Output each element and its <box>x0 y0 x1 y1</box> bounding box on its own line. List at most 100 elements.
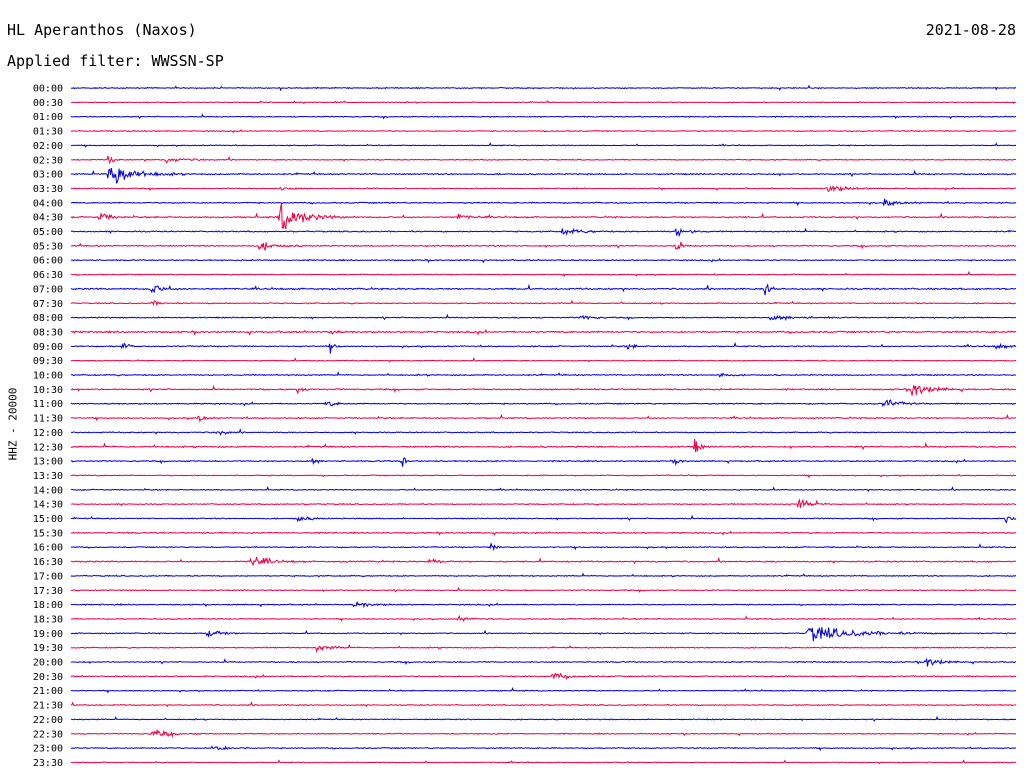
row-time-label: 03:00 <box>33 170 63 181</box>
row-time-label: 21:00 <box>33 686 63 697</box>
seismic-trace-0800 <box>70 313 1017 322</box>
seismic-trace-1530 <box>70 530 1017 536</box>
row-time-label: 15:00 <box>33 514 63 525</box>
row-time-label: 05:30 <box>33 241 63 252</box>
seismic-trace-0000 <box>70 84 1017 92</box>
seismic-trace-0300 <box>70 168 1017 184</box>
seismic-trace-2200 <box>70 715 1017 722</box>
row-time-label: 08:00 <box>33 313 63 324</box>
seismic-trace-1030 <box>70 384 1017 396</box>
seismic-trace-1130 <box>70 413 1017 423</box>
row-time-label: 01:00 <box>33 112 63 123</box>
row-time-label: 18:30 <box>33 614 63 625</box>
row-time-label: 13:00 <box>33 457 63 468</box>
row-time-label: 21:30 <box>33 701 63 712</box>
seismic-trace-0400 <box>70 198 1017 207</box>
row-time-label: 16:30 <box>33 557 63 568</box>
row-time-label: 07:00 <box>33 284 63 295</box>
date-label: 2021-08-28 <box>925 21 1016 39</box>
seismic-trace-1700 <box>70 572 1017 578</box>
row-time-label: 13:30 <box>33 471 63 482</box>
station-title: HL Aperanthos (Naxos) <box>7 21 197 39</box>
seismic-trace-1900 <box>70 626 1017 642</box>
seismic-trace-1630 <box>70 556 1017 567</box>
row-time-label: 17:30 <box>33 586 63 597</box>
row-time-label: 20:30 <box>33 672 63 683</box>
seismic-trace-0500 <box>70 227 1017 238</box>
seismic-trace-1230 <box>70 438 1017 453</box>
row-time-label: 10:00 <box>33 371 63 382</box>
seismic-trace-0700 <box>70 282 1017 296</box>
row-time-label: 02:30 <box>33 155 63 166</box>
seismic-trace-0100 <box>70 113 1017 120</box>
row-time-label: 22:00 <box>33 715 63 726</box>
row-time-label: 12:00 <box>33 428 63 439</box>
row-time-label: 19:30 <box>33 643 63 654</box>
row-time-label: 17:00 <box>33 571 63 582</box>
row-time-label: 08:30 <box>33 327 63 338</box>
seismic-trace-0130 <box>70 129 1017 134</box>
row-time-label: 12:30 <box>33 442 63 453</box>
row-time-label: 23:00 <box>33 744 63 755</box>
row-time-label: 19:00 <box>33 629 63 640</box>
seismic-trace-2300 <box>70 745 1017 752</box>
seismic-trace-1800 <box>70 601 1017 609</box>
row-time-label: 15:30 <box>33 528 63 539</box>
seismic-trace-1100 <box>70 399 1017 408</box>
seismic-trace-0830 <box>70 328 1017 336</box>
seismic-trace-0530 <box>70 241 1017 252</box>
seismic-trace-2130 <box>70 701 1017 708</box>
seismic-trace-1400 <box>70 486 1017 492</box>
seismic-trace-0030 <box>70 100 1017 105</box>
row-time-label: 23:30 <box>33 758 63 769</box>
seismic-trace-0230 <box>70 155 1017 165</box>
seismic-trace-1930 <box>70 643 1017 654</box>
seismic-trace-1730 <box>70 586 1017 594</box>
row-time-label: 09:00 <box>33 342 63 353</box>
seismic-trace-1300 <box>70 457 1017 467</box>
seismic-trace-0630 <box>70 270 1017 278</box>
row-time-label: 14:30 <box>33 500 63 511</box>
row-time-label: 14:00 <box>33 485 63 496</box>
row-time-label: 20:00 <box>33 658 63 669</box>
seismic-trace-0600 <box>70 257 1017 264</box>
row-time-label: 22:30 <box>33 729 63 740</box>
seismic-trace-0200 <box>70 142 1017 148</box>
seismic-trace-1000 <box>70 371 1017 378</box>
row-time-label: 04:00 <box>33 198 63 209</box>
row-time-label: 03:30 <box>33 184 63 195</box>
row-time-label: 05:00 <box>33 227 63 238</box>
row-time-label: 11:30 <box>33 414 63 425</box>
seismic-trace-1500 <box>70 514 1017 524</box>
seismic-trace-1200 <box>70 428 1017 436</box>
row-time-label: 18:00 <box>33 600 63 611</box>
row-time-label: 16:00 <box>33 543 63 554</box>
filter-subtitle: Applied filter: WWSSN-SP <box>7 52 224 70</box>
row-time-label: 00:30 <box>33 98 63 109</box>
seismic-trace-0730 <box>70 299 1017 307</box>
seismic-trace-0330 <box>70 184 1016 193</box>
seismic-trace-0430 <box>70 203 1017 230</box>
row-time-label: 00:00 <box>33 84 63 95</box>
row-time-label: 10:30 <box>33 385 63 396</box>
row-time-label: 04:30 <box>33 213 63 224</box>
seismic-trace-1830 <box>70 614 1017 623</box>
row-time-label: 02:00 <box>33 141 63 152</box>
seismic-trace-2000 <box>70 657 1017 667</box>
row-time-label: 01:30 <box>33 127 63 138</box>
seismic-trace-2100 <box>70 687 1017 694</box>
row-time-label: 11:00 <box>33 399 63 410</box>
seismic-trace-1330 <box>70 473 1017 479</box>
seismic-trace-2230 <box>70 729 1017 738</box>
seismic-trace-1600 <box>70 543 1017 552</box>
seismic-trace-2330 <box>70 759 1017 765</box>
seismic-trace-0930 <box>70 357 1017 363</box>
seismic-trace-1430 <box>70 498 1017 508</box>
row-time-label: 06:30 <box>33 270 63 281</box>
row-time-label: 06:00 <box>33 256 63 267</box>
row-time-label: 09:30 <box>33 356 63 367</box>
row-time-label: 07:30 <box>33 299 63 310</box>
seismic-trace-0900 <box>70 341 1017 354</box>
seismic-trace-2030 <box>70 672 1017 681</box>
